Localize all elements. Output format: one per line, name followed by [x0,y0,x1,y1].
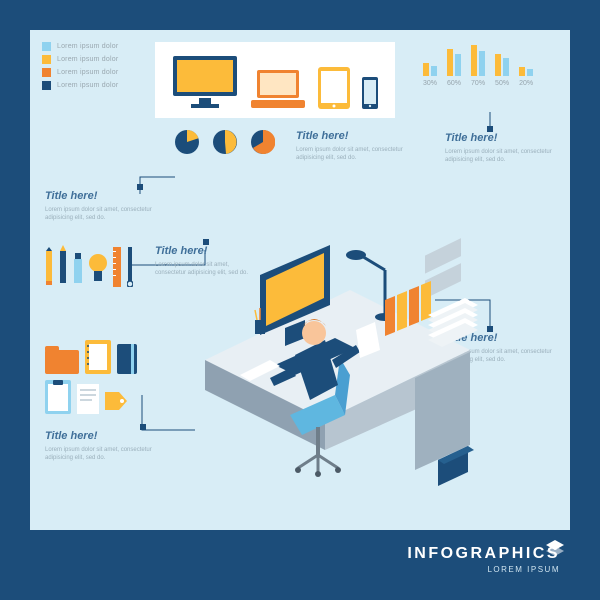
callout-block: Title here! Lorem ipsum dolor sit amet, … [445,132,570,165]
pie-row [175,130,275,154]
callout-title: Title here! [45,430,170,442]
marker-icon [73,253,83,287]
pie-icon [251,130,275,154]
office-items-icons [45,340,137,374]
legend: Lorem ipsum dolor Lorem ipsum dolor Lore… [42,42,118,94]
brand-title: INFOGRAPHICS [407,545,560,563]
scissors-icon [127,247,133,287]
column-chart: 30% 60% 70% 50% 20% [423,45,533,87]
desk-scene [170,220,490,520]
brand-subtitle: LOREM IPSUM [407,565,560,574]
callout-block: Title here! Lorem ipsum dolor sit amet, … [45,430,170,463]
legend-label: Lorem ipsum dolor [57,82,118,89]
devices-panel [155,42,395,118]
clipboard-icon [45,380,71,414]
brand-block: INFOGRAPHICS LOREM IPSUM [407,545,560,574]
brand-layers-icon [544,538,566,560]
callout-body: Lorem ipsum dolor sit amet, consectetur … [45,446,170,463]
callout-body: Lorem ipsum dolor sit amet, consectetur … [445,148,570,165]
pen-icon [59,245,67,287]
callout-block: Title here! Lorem ipsum dolor sit amet, … [296,130,421,163]
callout-title: Title here! [45,190,170,202]
pie-icon [213,130,237,154]
chart-pct: 60% [447,80,461,87]
office-items-icons-2 [45,380,127,414]
pencil-icon [45,247,53,287]
notebook-icon [85,340,111,374]
callout-body: Lorem ipsum dolor sit amet, consectetur … [296,146,421,163]
tablet-icon [317,66,351,110]
ruler-icon [113,247,121,287]
callout-title: Title here! [296,130,421,142]
folder-icon [45,346,79,374]
stationery-icons [45,245,133,287]
laptop-icon [249,68,307,110]
chart-pct: 20% [519,80,533,87]
chart-pct: 70% [471,80,485,87]
book-icon [117,344,137,374]
chart-pct: 30% [423,80,437,87]
callout-body: Lorem ipsum dolor sit amet, consectetur … [45,206,170,223]
doc-icon [77,384,99,414]
legend-label: Lorem ipsum dolor [57,56,118,63]
legend-label: Lorem ipsum dolor [57,43,118,50]
pie-icon [175,130,199,154]
bulb-icon [89,253,107,287]
legend-label: Lorem ipsum dolor [57,69,118,76]
monitor-icon [171,54,239,110]
phone-icon [361,76,379,110]
callout-title: Title here! [445,132,570,144]
chart-pct: 50% [495,80,509,87]
callout-block: Title here! Lorem ipsum dolor sit amet, … [45,190,170,223]
tag-icon [105,388,127,414]
